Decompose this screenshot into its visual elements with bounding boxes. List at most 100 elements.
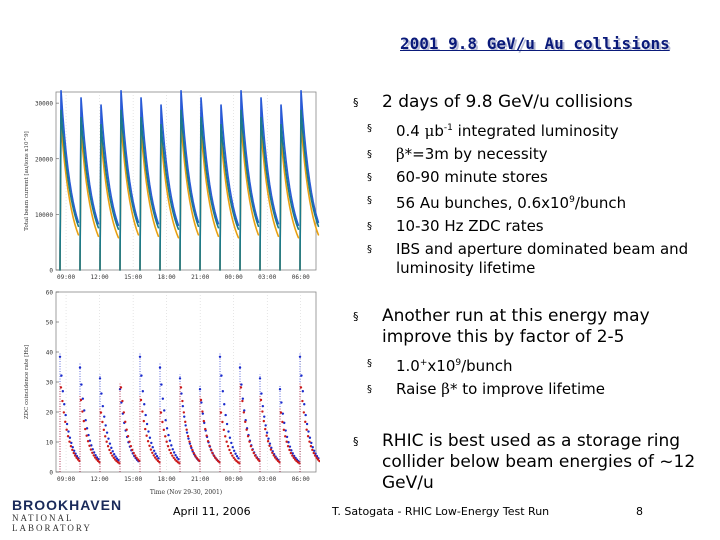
data-point — [185, 428, 188, 431]
data-point — [163, 409, 166, 412]
series-line — [119, 90, 140, 271]
data-point — [177, 458, 180, 461]
sub-bullet-mid: *=3m by necessity — [404, 145, 548, 163]
data-point — [60, 374, 63, 377]
data-point — [65, 428, 68, 431]
data-point — [286, 445, 290, 448]
sub-bullet-list-1: § 0.4 μb-1 integrated luminosity § β*=3m by… — [353, 119, 713, 278]
data-point — [208, 444, 211, 448]
data-point — [91, 451, 94, 454]
data-point — [126, 435, 130, 438]
data-point — [174, 453, 177, 457]
logo-bottom-text: NATIONAL LABORATORY — [12, 513, 92, 533]
series-line — [299, 90, 320, 271]
data-point — [161, 420, 164, 424]
y-tick-label: 10000 — [35, 212, 53, 219]
data-point — [308, 436, 312, 439]
data-point — [251, 448, 254, 452]
y-tick-label: 0 — [49, 268, 53, 275]
data-point — [285, 435, 289, 439]
data-point — [71, 446, 74, 449]
data-point — [258, 377, 262, 380]
data-point — [309, 444, 313, 448]
data-point — [172, 456, 175, 460]
data-point — [171, 448, 174, 451]
data-point — [310, 441, 313, 445]
x-axis-label: Time (Nov 29-30, 2001) — [150, 489, 222, 496]
data-point — [151, 451, 154, 454]
data-point — [261, 410, 264, 413]
data-point — [259, 398, 263, 402]
data-point — [95, 458, 98, 461]
data-point — [168, 448, 171, 452]
data-point — [244, 420, 247, 424]
data-point — [81, 410, 84, 413]
data-point — [101, 420, 104, 424]
data-point — [65, 422, 69, 426]
data-point — [141, 410, 144, 413]
sub-bullet-pre: 10-30 Hz ZDC rates — [396, 217, 544, 235]
y-tick-label: 10 — [46, 440, 54, 447]
data-point — [73, 454, 77, 457]
series-line — [179, 109, 200, 271]
sub-bullet-pre: 60-90 minute stores — [396, 168, 548, 186]
data-point — [99, 411, 103, 414]
y-tick-label: 40 — [46, 350, 54, 357]
data-point — [80, 383, 83, 386]
data-point — [85, 434, 88, 437]
data-point — [182, 411, 186, 414]
data-point — [314, 452, 317, 455]
data-point — [283, 421, 286, 425]
sub-bullet-post: /bunch — [574, 194, 627, 212]
data-point — [72, 451, 75, 455]
data-point — [68, 436, 72, 439]
y-tick-label: 50 — [46, 320, 54, 327]
series-line — [239, 123, 260, 271]
data-point — [301, 399, 304, 403]
data-point — [232, 456, 235, 460]
data-point — [140, 374, 143, 377]
sub-bullet-sym: β — [396, 145, 405, 163]
x-tick-label: 18:00 — [158, 476, 176, 483]
sub-bullet-post: integrated luminosity — [452, 122, 619, 140]
data-point — [262, 419, 266, 423]
data-point — [189, 444, 193, 448]
data-point — [228, 436, 232, 439]
data-point — [279, 411, 283, 414]
y-tick-label: 60 — [46, 290, 54, 297]
data-point — [288, 448, 291, 452]
series-line — [219, 123, 240, 271]
bullet-marker: § — [353, 435, 359, 448]
data-point — [273, 456, 277, 459]
data-point — [302, 411, 306, 414]
data-point — [231, 446, 234, 449]
data-point — [252, 451, 255, 455]
sub-bullet-item: § β*=3m by necessity — [367, 145, 713, 164]
data-point — [90, 444, 93, 447]
data-point — [132, 451, 135, 455]
x-tick-label: 06:00 — [292, 274, 310, 281]
x-tick-label: 09:00 — [57, 476, 75, 483]
data-point — [121, 399, 124, 403]
data-point — [64, 413, 67, 417]
sub-bullet-mid: b — [434, 122, 444, 140]
data-point — [152, 449, 156, 452]
data-point — [249, 444, 253, 448]
data-point — [183, 415, 186, 418]
series-line — [119, 109, 140, 271]
data-point — [292, 456, 295, 460]
data-point — [105, 431, 109, 434]
series-line — [159, 123, 180, 271]
data-point — [133, 454, 137, 457]
data-point — [160, 383, 163, 386]
brookhaven-logo: BROOKHAVEN NATIONAL LABORATORY — [12, 497, 137, 533]
data-point — [201, 410, 204, 413]
data-point — [303, 403, 306, 406]
data-point — [280, 401, 283, 404]
data-point — [205, 434, 208, 437]
bullet-marker: § — [367, 195, 372, 206]
data-point — [115, 457, 119, 460]
data-point — [109, 451, 113, 455]
data-point — [318, 459, 320, 463]
data-point — [111, 450, 114, 453]
